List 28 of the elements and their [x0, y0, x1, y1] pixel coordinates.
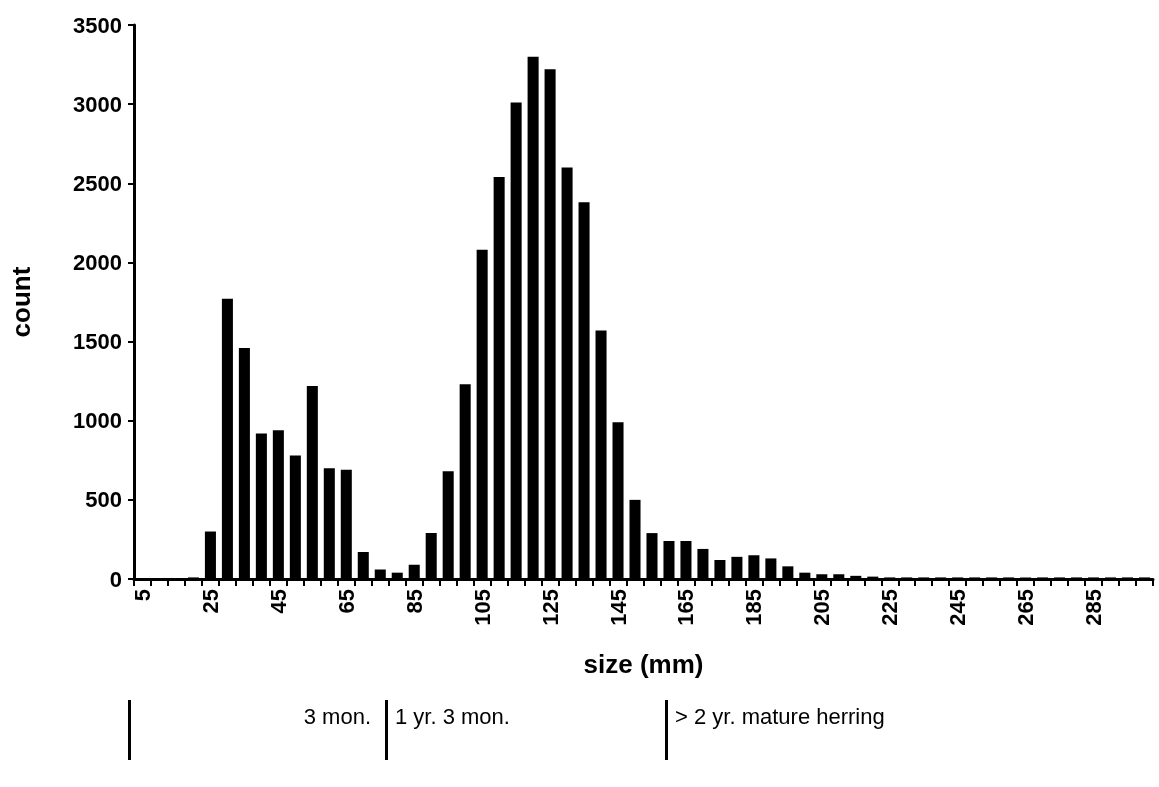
y-axis-title: count [6, 266, 36, 338]
x-tick-label: 45 [265, 589, 291, 614]
y-tick-label: 3500 [73, 12, 122, 38]
text: 3 mon. [303, 704, 371, 730]
x-tick-label: 225 [877, 589, 903, 626]
y-tick-label: 1500 [73, 329, 122, 355]
x-tick-label: 105 [469, 589, 495, 626]
x-tick-label: 265 [1013, 589, 1039, 626]
x-tick-label: 245 [945, 589, 971, 626]
x-tick-label: 145 [605, 589, 631, 626]
y-tick-label: 500 [85, 487, 122, 513]
x-axis-title: size (mm) [583, 649, 704, 679]
y-tick-label: 2000 [73, 249, 122, 275]
x-tick-label: 5 [129, 589, 155, 602]
y-tick-label: 0 [109, 566, 122, 592]
x-tick-label: 65 [333, 589, 359, 614]
x-tick-label: 165 [673, 589, 699, 626]
x-tick-label: 125 [537, 589, 563, 626]
x-tick-label: 205 [809, 589, 835, 626]
x-tick-label: 185 [741, 589, 767, 626]
y-tick-label: 2500 [73, 170, 122, 196]
y-tick-label: 3000 [73, 91, 122, 117]
x-tick-label: 85 [401, 589, 427, 614]
y-tick-label: 1000 [73, 408, 122, 434]
x-tick-label: 25 [197, 589, 223, 614]
text: 1 yr. 3 mon. [395, 704, 510, 730]
text: > 2 yr. mature herring [675, 704, 885, 730]
x-tick-label: 285 [1081, 589, 1107, 626]
